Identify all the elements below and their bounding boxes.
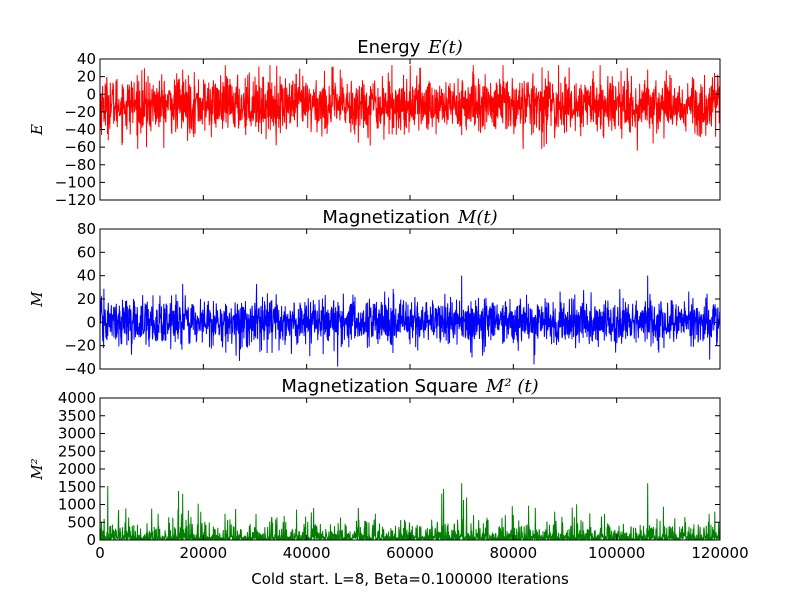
y-tick-label: 20: [77, 290, 96, 308]
y-axis-label: M: [28, 291, 46, 308]
x-tick-label: 120000: [691, 544, 748, 562]
y-tick-label: 40: [77, 267, 96, 285]
series-line-panel-1: [100, 65, 720, 151]
x-tick-label: 20000: [179, 544, 227, 562]
y-tick-label: 0: [86, 531, 96, 549]
y-tick-label: 0: [86, 85, 96, 103]
y-tick-label: 3000: [58, 425, 96, 443]
series-line-panel-2: [100, 275, 720, 367]
panel-2: 80 60 40 20 0 −20 −40 Magnetization M(t) M: [28, 207, 721, 378]
chart-title: Energy E(t): [357, 37, 462, 58]
chart-title-math: M² (t): [485, 376, 539, 397]
y-tick-label: −20: [64, 103, 96, 121]
y-tick-label: 80: [77, 220, 96, 238]
y-axis-label: E: [28, 124, 46, 136]
y-tick-label: 20: [77, 68, 96, 86]
y-tick-label: 1500: [58, 478, 96, 496]
chart-title-math: M(t): [457, 207, 498, 228]
y-tick-label: −100: [55, 173, 96, 191]
plot-frame: [99, 397, 721, 541]
x-axis-label: Cold start. L=8, Beta=0.100000 Iteration…: [251, 570, 569, 588]
y-tick-label: 40: [77, 50, 96, 68]
x-tick-label: 0: [95, 544, 105, 562]
chart-title: Magnetization M(t): [322, 207, 497, 228]
plot-frame: [99, 228, 721, 370]
y-tick-label: 2500: [58, 442, 96, 460]
chart-title-text: Magnetization: [322, 207, 450, 228]
y-tick-label: −80: [64, 156, 96, 174]
x-tick-label: 60000: [386, 544, 434, 562]
y-tick-label: 0: [86, 313, 96, 331]
y-tick-label: 3500: [58, 407, 96, 425]
x-tick-label: 40000: [283, 544, 331, 562]
y-tick-label: −20: [64, 337, 96, 355]
y-tick-label: 60: [77, 243, 96, 261]
y-tick-label: 4000: [58, 389, 96, 407]
y-axis-label: M²: [28, 458, 46, 480]
series-line-panel-3: [100, 483, 720, 540]
y-tick-label: 1000: [58, 496, 96, 514]
x-tick-label: 80000: [489, 544, 537, 562]
chart-title-math: E(t): [427, 37, 462, 58]
y-tick-label: −60: [64, 138, 96, 156]
y-tick-label: 2000: [58, 460, 96, 478]
chart-title-text: Magnetization Square: [281, 376, 478, 397]
chart-title: Magnetization Square M² (t): [281, 376, 538, 397]
y-tick-label: −120: [55, 191, 96, 209]
y-tick-label: −40: [64, 360, 96, 378]
x-tick-label: 100000: [588, 544, 645, 562]
chart-title-text: Energy: [357, 37, 420, 58]
y-tick-label: −40: [64, 121, 96, 139]
y-tick-label: 500: [67, 513, 96, 531]
